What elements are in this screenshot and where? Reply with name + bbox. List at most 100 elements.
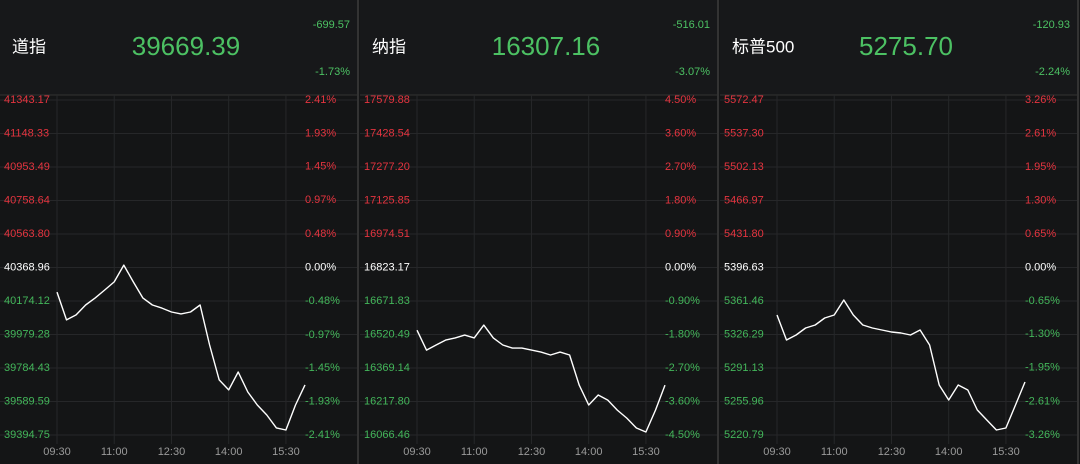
x-tick-label: 12:30 — [878, 446, 906, 458]
y-tick-label: 16369.14 — [364, 362, 410, 374]
y2-tick-label: -2.41% — [305, 429, 340, 441]
y-tick-label: 40953.49 — [4, 161, 50, 173]
y-tick-label: 16217.80 — [364, 395, 410, 407]
x-tick-label: 11:00 — [821, 446, 848, 458]
y-tick-label: 39784.43 — [4, 362, 50, 374]
index-name: 道指 — [12, 37, 46, 56]
y-tick-label: 5291.13 — [724, 362, 764, 374]
y-tick-label: 40563.80 — [4, 228, 50, 240]
y-tick-label: 5431.80 — [724, 228, 764, 240]
y2-tick-label: -1.80% — [665, 328, 700, 340]
y-tick-label: 16823.17 — [364, 261, 410, 273]
x-tick-label: 11:00 — [461, 446, 488, 458]
x-tick-label: 14:00 — [575, 446, 603, 458]
y2-tick-label: -0.48% — [305, 295, 340, 307]
x-tick-label: 09:30 — [763, 446, 791, 458]
y-tick-label: 5572.47 — [724, 94, 764, 106]
y-tick-label: 17277.20 — [364, 161, 410, 173]
y-tick-label: 40174.12 — [4, 295, 50, 307]
y-tick-label: 16671.83 — [364, 295, 410, 307]
price-line — [416, 324, 666, 433]
y2-tick-label: -1.45% — [305, 362, 340, 374]
y2-tick-label: 1.80% — [665, 194, 696, 206]
y2-tick-label: -0.97% — [305, 329, 340, 341]
x-tick-label: 15:30 — [272, 446, 300, 458]
index-name: 标普500 — [732, 37, 794, 56]
y-tick-label: 39979.28 — [4, 328, 50, 340]
price-line — [56, 264, 306, 431]
y-tick-label: 5326.29 — [724, 328, 764, 340]
y2-tick-label: 0.90% — [665, 228, 696, 240]
y-tick-label: 5466.97 — [724, 194, 764, 206]
y2-tick-label: -4.50% — [665, 429, 700, 441]
x-tick-label: 15:30 — [632, 446, 660, 458]
y2-tick-label: -2.61% — [1025, 396, 1060, 408]
panel-header — [720, 0, 1077, 95]
y2-tick-label: 2.61% — [1025, 127, 1056, 139]
y2-tick-label: 0.65% — [1025, 228, 1056, 240]
index-change: -120.93 — [1033, 19, 1070, 31]
x-tick-label: 15:30 — [992, 446, 1020, 458]
y2-tick-label: 1.95% — [1025, 161, 1056, 173]
y-tick-label: 17579.88 — [364, 94, 410, 106]
y2-tick-label: 1.45% — [305, 161, 336, 173]
y2-tick-label: 0.00% — [305, 261, 336, 273]
y2-tick-label: -1.95% — [1025, 362, 1060, 374]
y-tick-label: 39394.75 — [4, 429, 50, 441]
index-price: 5275.70 — [859, 31, 953, 61]
y-tick-label: 5361.46 — [724, 295, 764, 307]
y-tick-label: 5537.30 — [724, 127, 764, 139]
y-tick-label: 5502.13 — [724, 161, 764, 173]
y-tick-label: 40368.96 — [4, 261, 50, 273]
y2-tick-label: 0.97% — [305, 194, 336, 206]
y-tick-label: 16974.51 — [364, 228, 410, 240]
x-tick-label: 11:00 — [101, 446, 128, 458]
y-tick-label: 17125.85 — [364, 194, 410, 206]
index-change: -516.01 — [673, 19, 710, 31]
y2-tick-label: 1.93% — [305, 127, 336, 139]
y2-tick-label: 3.60% — [665, 127, 696, 139]
y-tick-label: 5396.63 — [724, 261, 764, 273]
y2-tick-label: 3.26% — [1025, 94, 1056, 106]
y-tick-label: 5255.96 — [724, 395, 764, 407]
y2-tick-label: 0.48% — [305, 228, 336, 240]
index-price: 16307.16 — [492, 31, 600, 61]
price-line — [776, 299, 1026, 431]
x-tick-label: 14:00 — [215, 446, 243, 458]
y2-tick-label: -3.60% — [665, 395, 700, 407]
y2-tick-label: -1.30% — [1025, 328, 1060, 340]
y2-tick-label: -1.93% — [305, 396, 340, 408]
y-tick-label: 16520.49 — [364, 328, 410, 340]
x-tick-label: 12:30 — [158, 446, 186, 458]
y-tick-label: 41343.17 — [4, 94, 50, 106]
y-tick-label: 39589.59 — [4, 395, 50, 407]
y2-tick-label: -3.26% — [1025, 429, 1060, 441]
y2-tick-label: 0.00% — [665, 261, 696, 273]
x-tick-label: 09:30 — [403, 446, 431, 458]
y2-tick-label: 4.50% — [665, 94, 696, 106]
y-tick-label: 5220.79 — [724, 429, 764, 441]
y2-tick-label: 2.70% — [665, 161, 696, 173]
y2-tick-label: 2.41% — [305, 94, 336, 106]
y2-tick-label: -2.70% — [665, 362, 700, 374]
y2-tick-label: 0.00% — [1025, 261, 1056, 273]
y2-tick-label: 1.30% — [1025, 195, 1056, 207]
index-change: -699.57 — [313, 19, 350, 31]
x-tick-label: 14:00 — [935, 446, 963, 458]
y-tick-label: 17428.54 — [364, 127, 410, 139]
y-tick-label: 41148.33 — [4, 127, 49, 139]
y-tick-label: 16066.46 — [364, 429, 410, 441]
panel-header — [0, 0, 357, 95]
panel-header — [360, 0, 717, 95]
x-tick-label: 09:30 — [43, 446, 71, 458]
y-tick-label: 40758.64 — [4, 194, 50, 206]
index-change-pct: -1.73% — [315, 66, 350, 78]
y2-tick-label: -0.65% — [1025, 295, 1060, 307]
index-change-pct: -3.07% — [675, 66, 710, 78]
index-name: 纳指 — [372, 37, 406, 56]
y2-tick-label: -0.90% — [665, 295, 700, 307]
x-tick-label: 12:30 — [518, 446, 546, 458]
index-price: 39669.39 — [132, 31, 240, 61]
